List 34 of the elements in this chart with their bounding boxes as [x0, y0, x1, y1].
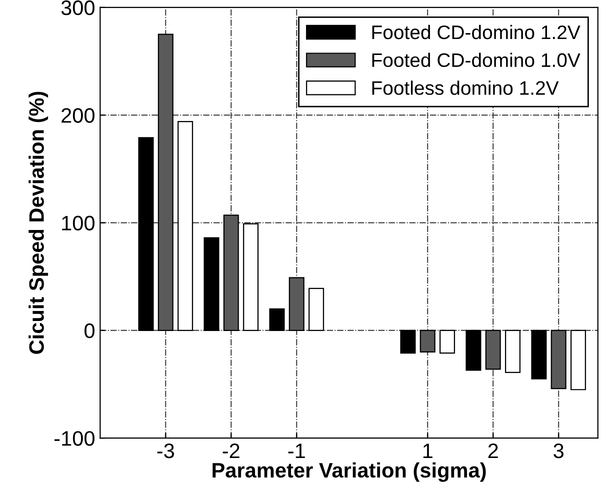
legend-label: Footed CD-domino 1.0V — [372, 52, 580, 68]
bar — [308, 288, 324, 331]
legend-label: Footless domino 1.2V — [372, 80, 559, 95]
bar — [243, 223, 259, 331]
bar — [400, 330, 416, 354]
bar — [138, 137, 154, 331]
y-tick-label: 100 — [62, 216, 94, 231]
bar — [178, 120, 194, 331]
bar — [158, 34, 174, 331]
bar — [223, 214, 239, 331]
bar — [204, 237, 220, 331]
x-tick-label: 3 — [554, 443, 564, 458]
y-tick-label: 200 — [62, 108, 94, 123]
bar — [288, 277, 304, 331]
x-tick-label: 1 — [423, 444, 432, 458]
legend-label: Footed CD-domino 1.2V — [372, 24, 580, 40]
bar — [550, 330, 566, 390]
x-tick-label: 2 — [488, 443, 498, 458]
y-tick-label: 0 — [84, 323, 94, 338]
y-tick-label: -100 — [54, 431, 94, 446]
bar — [269, 308, 285, 331]
y-axis-title: Cicuit Speed Deviation (%) — [28, 92, 48, 354]
y-tick-label: 300 — [61, 0, 94, 16]
bar — [420, 330, 436, 352]
bar — [485, 330, 501, 370]
x-tick-label: -1 — [288, 444, 305, 458]
x-tick-label: -3 — [157, 443, 174, 458]
bar — [570, 330, 586, 390]
bar — [466, 330, 482, 371]
x-axis-title: Parameter Variation (sigma) — [212, 462, 486, 482]
bar — [440, 330, 456, 354]
bar — [531, 330, 547, 380]
x-tick-label: -2 — [222, 443, 240, 458]
bar — [504, 330, 521, 373]
